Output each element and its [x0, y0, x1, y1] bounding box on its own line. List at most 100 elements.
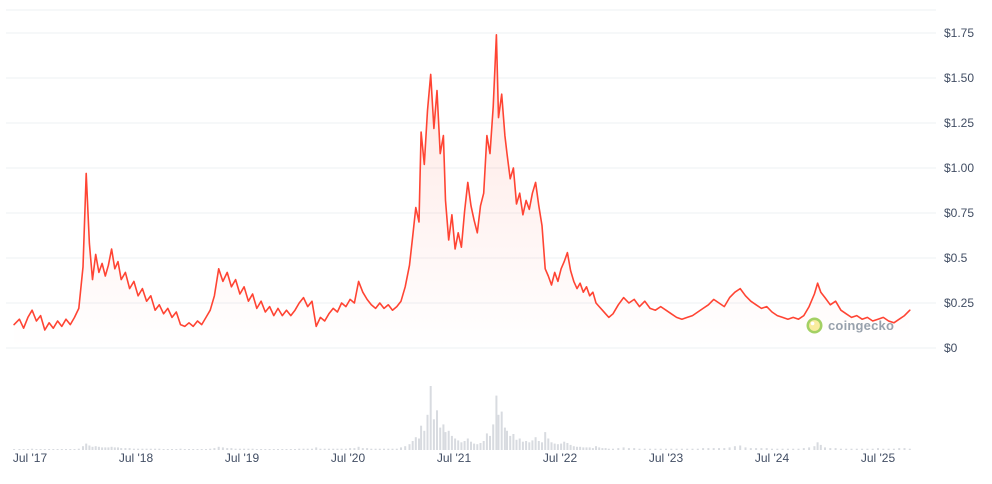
volume-bar [675, 448, 678, 450]
volume-bar [598, 447, 601, 450]
volume-bar [311, 448, 313, 450]
volume-bar [855, 448, 858, 450]
volume-bar [457, 440, 460, 450]
volume-bar [226, 448, 229, 450]
volume-bar [97, 446, 100, 450]
volume-bar [850, 448, 853, 450]
volume-bar [196, 449, 199, 450]
y-axis-label: $1.75 [944, 26, 974, 40]
volume-bar [101, 447, 104, 450]
volume-bar [473, 443, 476, 450]
volume-bar [264, 449, 267, 450]
volume-bar [649, 448, 652, 450]
volume-bar [149, 448, 152, 450]
volume-bar [113, 447, 116, 450]
y-axis-label: $1.00 [944, 161, 974, 175]
volume-bar [560, 443, 563, 450]
x-axis-label: Jul '22 [543, 451, 578, 465]
volume-bar [591, 448, 594, 450]
price-line [13, 34, 911, 331]
volume-bar [521, 441, 524, 450]
volume-bar [622, 447, 625, 450]
volume-bar [569, 444, 572, 450]
volume-bar [781, 448, 784, 450]
volume-bar [492, 424, 495, 450]
volume-bar [395, 448, 398, 450]
volume-bar [251, 448, 254, 450]
volume-bar [680, 448, 683, 450]
volume-bar [31, 448, 34, 450]
volume-bar [420, 425, 423, 450]
volume-bar [247, 448, 250, 450]
volume-bar [776, 448, 779, 450]
volume-bar [607, 448, 610, 450]
volume-bar [903, 448, 906, 450]
volume-bar [43, 449, 46, 450]
volume-bar [638, 448, 641, 450]
volume-bar [892, 448, 895, 450]
volume-bar [205, 449, 207, 450]
volume-bar [294, 449, 296, 450]
volume-bar [302, 448, 305, 450]
volume-bar [120, 448, 123, 450]
volume-bar [707, 448, 710, 450]
volume-bar [272, 449, 275, 450]
volume-bar [531, 440, 534, 450]
volume-bar [579, 446, 582, 450]
volume-bar [48, 449, 51, 450]
volume-bar [104, 447, 107, 450]
volume-bar [192, 449, 195, 450]
y-axis-label: $0.5 [944, 251, 968, 265]
volume-bar [230, 448, 233, 450]
volume-bar [91, 446, 94, 450]
volume-bar [88, 445, 91, 450]
volume-bar [94, 446, 97, 450]
volume-bar [344, 448, 347, 450]
volume-bar [627, 448, 630, 450]
volume-bar [332, 448, 335, 450]
volume-bar [18, 449, 21, 450]
x-axis-label: Jul '17 [13, 451, 48, 465]
y-axis-label: $0.25 [944, 296, 974, 310]
volume-bar [760, 448, 763, 450]
volume-bar [544, 432, 547, 450]
volume-bar [541, 442, 543, 450]
volume-bar [383, 448, 385, 450]
volume-bar [145, 448, 148, 450]
x-axis-label: Jul '21 [437, 451, 472, 465]
volume-bar [370, 448, 373, 450]
volume-bar [450, 435, 453, 450]
volume-bar [816, 442, 819, 450]
volume-bar [77, 448, 80, 450]
volume-bar [470, 441, 472, 450]
volume-bar [426, 414, 429, 450]
volume-bar [834, 448, 837, 450]
volume-bar [418, 438, 420, 450]
volume-bar [442, 424, 445, 450]
volume-bar [436, 410, 438, 450]
volume-bar [845, 448, 848, 450]
volume-bar [411, 441, 414, 450]
volume-bar [813, 446, 816, 450]
volume-bar [349, 448, 352, 450]
volume-bar [771, 448, 773, 450]
volume-bar [179, 448, 182, 450]
volume-bar [183, 449, 186, 450]
volume-bar [871, 448, 874, 450]
volume-bar [563, 441, 566, 450]
volume-bar [361, 448, 364, 450]
volume-bar [158, 448, 161, 450]
volume-bar [556, 444, 559, 450]
x-axis-label: Jul '19 [225, 451, 260, 465]
volume-bar [432, 419, 435, 450]
volume-bar [819, 444, 822, 450]
volume-bar [877, 448, 879, 450]
volume-bar [117, 447, 119, 450]
volume-bar [797, 448, 800, 450]
volume-bar [512, 434, 515, 450]
volume-bar [755, 448, 758, 450]
volume-bar [289, 449, 292, 450]
volume-bar [408, 444, 411, 450]
